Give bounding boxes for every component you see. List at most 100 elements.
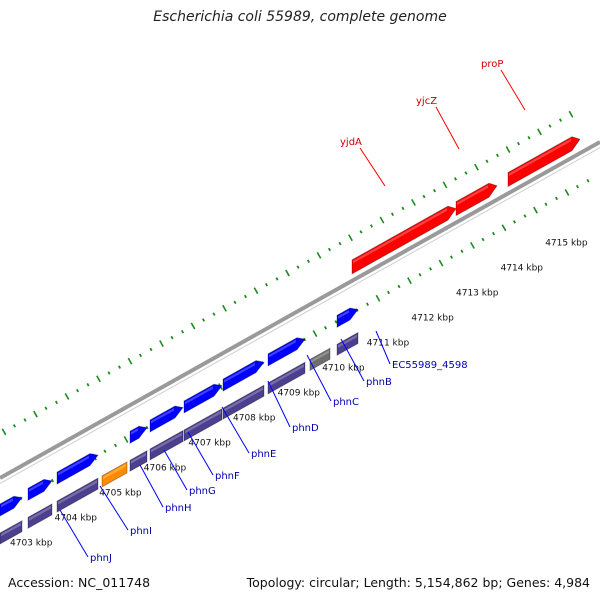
reverse-cds-phnF-shine (131, 428, 138, 435)
outer-tick (180, 330, 185, 334)
kbp-tick-label: 4713 kbp (456, 289, 499, 299)
leader-line-phnF (187, 431, 214, 476)
reverse-feature-phnI-shine (29, 505, 51, 521)
inner-tick (113, 443, 118, 448)
inner-tick (334, 320, 338, 324)
forward-gene-proP-shine (509, 138, 571, 176)
reverse-cds-phnJ (0, 495, 23, 517)
outer-tick (149, 347, 153, 352)
reverse-cds-phnD (183, 383, 223, 414)
gene-label-proP: proP (481, 59, 503, 70)
reverse-feature-phnH-shine (58, 480, 97, 505)
inner-tick (512, 220, 517, 224)
reverse-feature-phnB (267, 361, 306, 395)
genome-backbone (0, 140, 600, 484)
inner-tick (418, 273, 422, 277)
inner-tick (50, 478, 55, 483)
gene-label-yjcZ: yjcZ (416, 96, 437, 107)
leader-line-phnB (340, 338, 365, 382)
outer-tick (338, 241, 342, 246)
outer-tick (306, 259, 311, 263)
reverse-cds-phnI-shine (29, 481, 43, 492)
gene-label-phnH: phnH (165, 503, 192, 514)
gene-label-phnJ: phnJ (90, 553, 112, 564)
reverse-feature-phnI (27, 503, 53, 529)
map-title: Escherichia coli 55989, complete genome (153, 9, 447, 25)
reverse-cds-phnH-shine (58, 455, 89, 476)
reverse-feature-phnJ-shine (1, 522, 21, 537)
reverse-feature-phnB-shine (269, 364, 304, 387)
inner-tick (397, 284, 401, 289)
feature-tracks (0, 136, 581, 545)
reverse-cds-phnC (222, 360, 265, 392)
outer-tick (390, 212, 395, 216)
gene-label-phnD: phnD (292, 423, 319, 434)
outer-tick (96, 375, 101, 383)
outer-tick (359, 230, 363, 234)
forward-gene-proP (507, 136, 581, 188)
reverse-feature-unnamed-shine (338, 334, 357, 348)
kbp-tick-label: 4712 kbp (411, 314, 454, 324)
reverse-cds-phnE-shine (151, 408, 174, 424)
kbp-tick-label: 4710 kbp (322, 364, 365, 374)
reverse-cds-phnE (149, 405, 184, 433)
reverse-cds-phnB (267, 337, 306, 367)
outer-tick (516, 141, 521, 146)
outer-tick (369, 224, 374, 228)
outer-tick (64, 393, 70, 400)
leader-line-phnD (267, 380, 291, 428)
forward-gene-yjdA-shine (353, 208, 447, 264)
inner-tick (481, 237, 485, 242)
outer-tick (75, 388, 80, 393)
reverse-feature-EC55989_4598-shine (311, 350, 329, 363)
outer-tick (527, 136, 531, 140)
leader-line-phnJ (59, 509, 89, 558)
inner-tick (123, 435, 129, 443)
outer-tick (138, 353, 143, 358)
backbone-shadow (0, 147, 600, 484)
leader-line-phnG (163, 449, 188, 491)
inner-tick (365, 302, 370, 306)
gene-label-phnF: phnF (215, 471, 240, 482)
outer-tick (233, 300, 237, 305)
outer-tick (548, 124, 552, 128)
reverse-cds-phnF (129, 425, 148, 444)
outer-tick (127, 357, 133, 365)
reverse-feature-phnE-shine (151, 432, 182, 453)
outer-tick (54, 400, 59, 405)
inner-tick (533, 206, 538, 214)
reverse-cds-phnJ-shine (1, 498, 13, 508)
reverse-feature-phnC (222, 384, 265, 420)
outer-tick (316, 251, 322, 259)
outer-tick (243, 294, 248, 299)
leader-line-EC55989_4598 (375, 330, 391, 365)
outer-tick (558, 118, 563, 122)
reverse-feature-EC55989_4598 (309, 347, 331, 372)
inner-tick (470, 241, 475, 249)
reverse-feature-phnF (129, 450, 148, 472)
outer-tick (33, 410, 38, 418)
outer-tick (379, 216, 385, 224)
inner-tick (312, 330, 318, 338)
inner-tick (386, 290, 391, 295)
backbone-line (0, 140, 600, 480)
kbp-tick-label: 4704 kbp (55, 513, 98, 523)
outer-tick (485, 159, 489, 164)
outer-tick (212, 312, 216, 316)
outer-tick (505, 146, 511, 153)
forward-gene-yjcZ (455, 182, 498, 217)
reverse-cds-phnI (27, 478, 53, 501)
outer-tick (432, 188, 437, 193)
kbp-tick-label: 4709 kbp (278, 389, 321, 399)
leader-line-phnH (139, 464, 164, 508)
leader-line-proP (500, 69, 526, 111)
outer-tick (348, 234, 353, 242)
outer-tick (453, 177, 458, 181)
gene-label-phnG: phnG (189, 486, 216, 497)
leader-line-phnC (306, 354, 332, 402)
reverse-feature-unnamed (336, 331, 359, 356)
outer-tick (327, 247, 332, 252)
outer-tick (422, 194, 426, 199)
outer-tick (264, 283, 269, 287)
reverse-feature-phnF-shine (131, 452, 146, 464)
